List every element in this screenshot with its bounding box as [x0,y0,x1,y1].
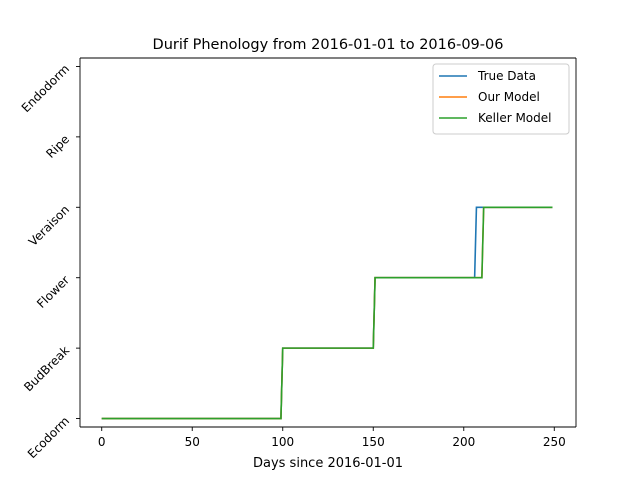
series-line-keller-model [101,206,553,420]
legend-label-true-data: True Data [477,69,536,83]
x-tick-label: 250 [543,435,566,449]
legend-label-keller-model: Keller Model [478,111,551,125]
legend-box [432,63,570,135]
x-tick-label: 200 [452,435,475,449]
x-tick-label: 0 [98,435,106,449]
chart-title: Durif Phenology from 2016-01-01 to 2016-… [153,37,504,53]
legend: True Data Our Model Keller Model [432,63,570,135]
x-tick-label: 50 [185,435,200,449]
x-tick-label: 150 [362,435,385,449]
plot-area: 0 50 100 150 200 250EcodormBudBreakFlowerVera… [19,57,577,461]
x-tick-label: 100 [271,435,294,449]
legend-label-our-model: Our Model [478,90,540,104]
x-axis-label: Days since 2016-01-01 [253,456,403,471]
